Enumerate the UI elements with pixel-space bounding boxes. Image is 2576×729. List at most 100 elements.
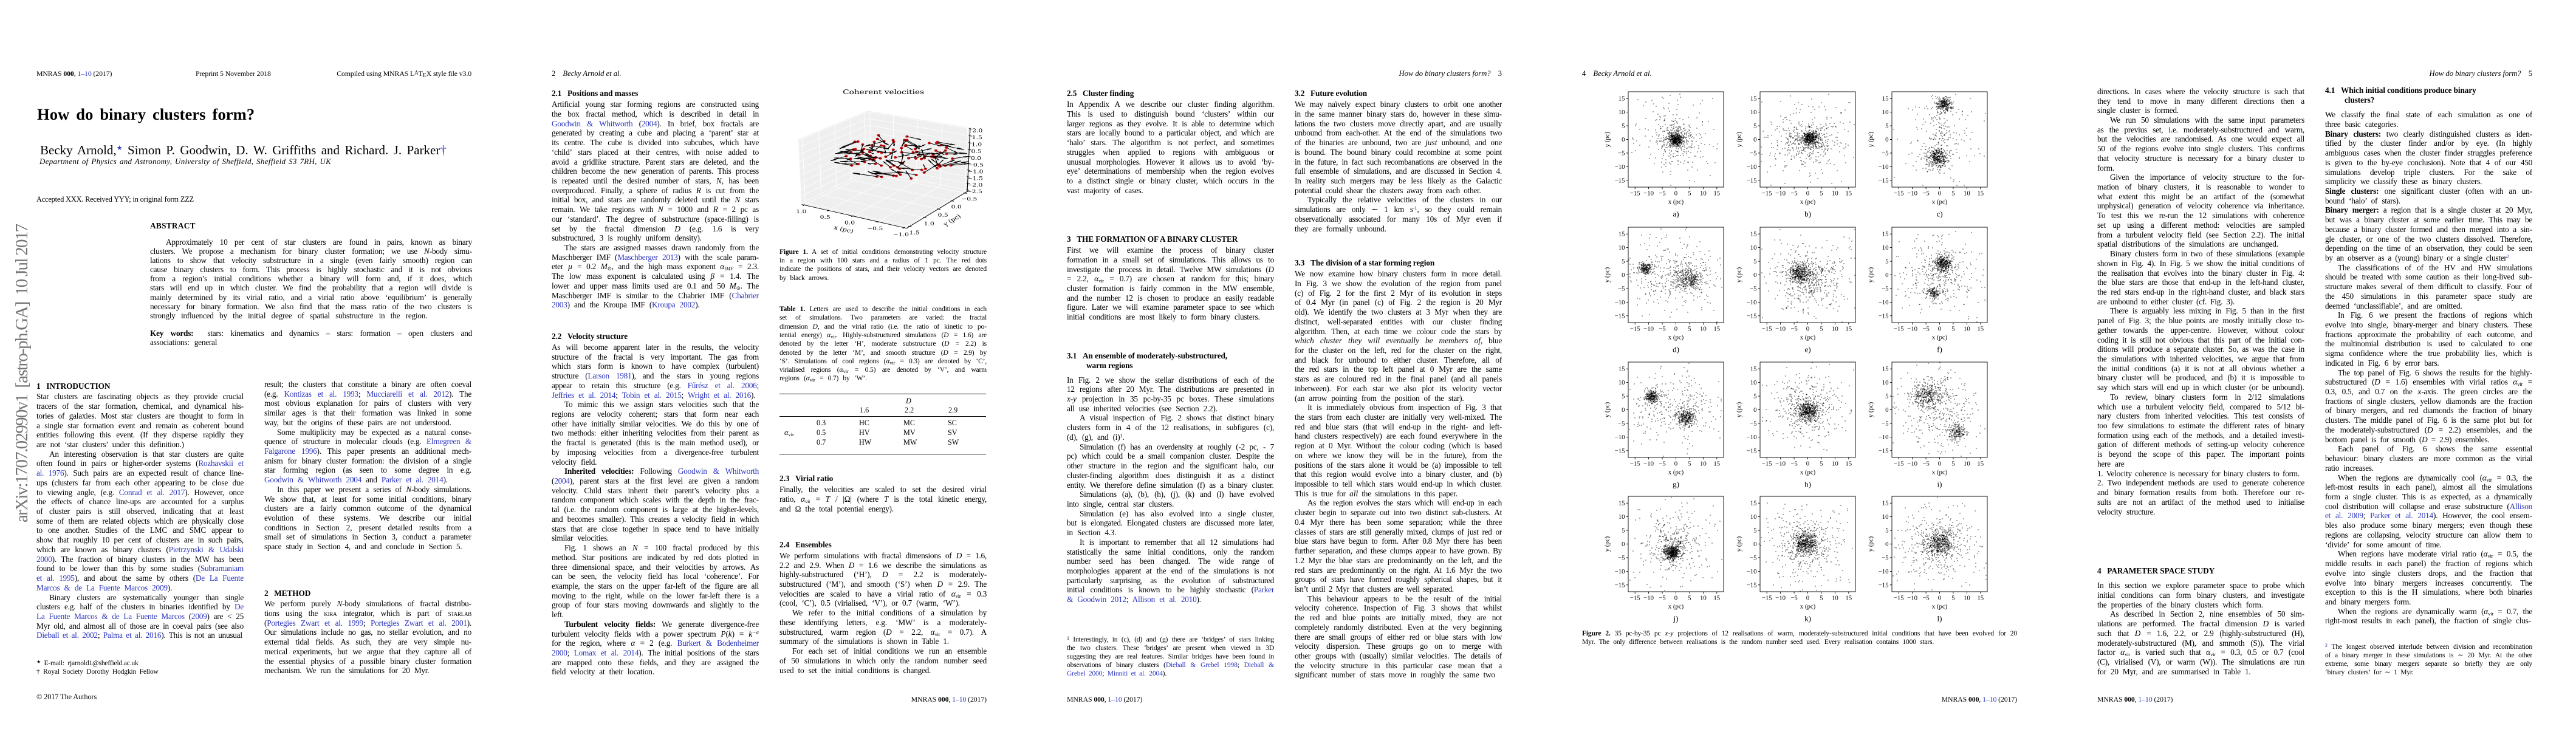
svg-text:0: 0 bbox=[1885, 541, 1888, 548]
svg-text:0: 0 bbox=[1753, 541, 1756, 548]
svg-text:15: 15 bbox=[1713, 460, 1720, 468]
svg-text:5: 5 bbox=[1688, 460, 1691, 468]
svg-text:−5: −5 bbox=[1922, 595, 1930, 602]
svg-text:−10: −10 bbox=[1747, 163, 1757, 171]
svg-text:10: 10 bbox=[1882, 513, 1889, 521]
svg-text:y (pc): y (pc) bbox=[1604, 536, 1611, 552]
svg-text:15: 15 bbox=[1750, 500, 1757, 507]
svg-text:10: 10 bbox=[1832, 460, 1838, 468]
svg-text:0: 0 bbox=[1938, 595, 1941, 602]
svg-text:5: 5 bbox=[1622, 393, 1625, 400]
svg-text:10: 10 bbox=[1750, 109, 1757, 116]
svg-text:−15: −15 bbox=[1615, 581, 1625, 589]
svg-text:5: 5 bbox=[1951, 595, 1954, 602]
svg-text:−10: −10 bbox=[1643, 326, 1654, 333]
svg-text:−5: −5 bbox=[1618, 285, 1625, 292]
svg-text:15: 15 bbox=[1619, 231, 1625, 238]
svg-text:−15: −15 bbox=[1630, 460, 1640, 468]
svg-text:5: 5 bbox=[1622, 123, 1625, 130]
svg-text:−10: −10 bbox=[1643, 460, 1654, 468]
svg-text:x (pc): x (pc) bbox=[1800, 334, 1816, 341]
svg-text:5: 5 bbox=[1820, 326, 1823, 333]
svg-text:5: 5 bbox=[1688, 326, 1691, 333]
svg-text:5: 5 bbox=[1688, 190, 1691, 197]
svg-text:10: 10 bbox=[1619, 513, 1625, 521]
svg-text:−10: −10 bbox=[1615, 568, 1625, 575]
svg-text:−5: −5 bbox=[1618, 554, 1625, 561]
svg-text:−5: −5 bbox=[1922, 326, 1930, 333]
svg-text:l): l) bbox=[1937, 614, 1942, 623]
svg-text:0: 0 bbox=[1622, 541, 1625, 548]
svg-text:5: 5 bbox=[1753, 527, 1756, 535]
svg-text:y (pc): y (pc) bbox=[1604, 131, 1611, 147]
svg-text:0: 0 bbox=[1806, 595, 1809, 602]
svg-text:−15: −15 bbox=[1762, 190, 1772, 197]
svg-text:x (pc): x (pc) bbox=[1800, 199, 1816, 206]
svg-text:−10: −10 bbox=[1747, 299, 1757, 306]
svg-text:j): j) bbox=[1673, 614, 1679, 623]
svg-text:−5: −5 bbox=[1882, 420, 1889, 427]
svg-text:−10: −10 bbox=[1643, 595, 1654, 602]
svg-text:b): b) bbox=[1804, 210, 1811, 219]
svg-text:10: 10 bbox=[1750, 379, 1757, 386]
svg-text:e): e) bbox=[1804, 345, 1810, 354]
svg-text:0: 0 bbox=[1753, 136, 1756, 143]
svg-text:0: 0 bbox=[1753, 406, 1756, 414]
svg-text:h): h) bbox=[1804, 480, 1811, 489]
svg-text:−5: −5 bbox=[1618, 149, 1625, 157]
svg-text:−15: −15 bbox=[1894, 460, 1904, 468]
svg-text:−15: −15 bbox=[1615, 312, 1625, 320]
svg-text:10: 10 bbox=[1832, 326, 1838, 333]
svg-text:0: 0 bbox=[1806, 326, 1809, 333]
svg-text:y (pc): y (pc) bbox=[1868, 536, 1875, 552]
svg-text:10: 10 bbox=[1964, 595, 1970, 602]
svg-text:−15: −15 bbox=[1879, 581, 1889, 589]
svg-text:−5: −5 bbox=[1790, 595, 1798, 602]
svg-text:15: 15 bbox=[1845, 595, 1852, 602]
svg-text:−15: −15 bbox=[1762, 460, 1772, 468]
svg-text:−15: −15 bbox=[1762, 595, 1772, 602]
svg-text:0: 0 bbox=[1885, 406, 1888, 414]
svg-text:5: 5 bbox=[1885, 258, 1888, 265]
svg-text:−15: −15 bbox=[1747, 177, 1757, 184]
svg-text:−5: −5 bbox=[1922, 190, 1930, 197]
svg-text:x (pc): x (pc) bbox=[1932, 603, 1948, 611]
svg-text:−10: −10 bbox=[1775, 595, 1786, 602]
svg-text:−5: −5 bbox=[1659, 460, 1666, 468]
svg-text:0: 0 bbox=[1885, 272, 1888, 279]
svg-text:0: 0 bbox=[1938, 190, 1941, 197]
svg-text:−5: −5 bbox=[1750, 420, 1757, 427]
svg-text:−10: −10 bbox=[1879, 163, 1889, 171]
svg-text:−15: −15 bbox=[1747, 312, 1757, 320]
svg-text:10: 10 bbox=[1964, 460, 1970, 468]
svg-text:−10: −10 bbox=[1907, 190, 1917, 197]
svg-text:15: 15 bbox=[1977, 326, 1984, 333]
svg-text:x (pc): x (pc) bbox=[1932, 334, 1948, 341]
svg-text:i): i) bbox=[1937, 480, 1942, 489]
svg-text:10: 10 bbox=[1700, 326, 1707, 333]
svg-text:5: 5 bbox=[1753, 393, 1756, 400]
svg-text:0: 0 bbox=[1885, 136, 1888, 143]
svg-text:g): g) bbox=[1673, 480, 1679, 489]
svg-text:−10: −10 bbox=[1907, 326, 1917, 333]
svg-text:15: 15 bbox=[1845, 326, 1852, 333]
svg-text:0: 0 bbox=[1938, 460, 1941, 468]
svg-text:5: 5 bbox=[1820, 595, 1823, 602]
svg-text:d): d) bbox=[1673, 345, 1679, 354]
svg-text:−15: −15 bbox=[1630, 190, 1640, 197]
svg-text:5: 5 bbox=[1753, 258, 1756, 265]
svg-text:15: 15 bbox=[1713, 595, 1720, 602]
svg-text:−15: −15 bbox=[1630, 595, 1640, 602]
svg-text:x (pc): x (pc) bbox=[1668, 199, 1684, 206]
svg-text:y (pc): y (pc) bbox=[1868, 267, 1875, 282]
svg-text:15: 15 bbox=[1619, 95, 1625, 103]
svg-text:0: 0 bbox=[1938, 326, 1941, 333]
svg-text:x (pc): x (pc) bbox=[1668, 603, 1684, 611]
svg-text:k): k) bbox=[1804, 614, 1811, 623]
svg-text:−10: −10 bbox=[1775, 190, 1786, 197]
svg-text:−15: −15 bbox=[1762, 326, 1772, 333]
svg-text:10: 10 bbox=[1750, 244, 1757, 252]
svg-text:15: 15 bbox=[1845, 460, 1852, 468]
svg-text:−5: −5 bbox=[1750, 554, 1757, 561]
svg-text:15: 15 bbox=[1977, 190, 1984, 197]
